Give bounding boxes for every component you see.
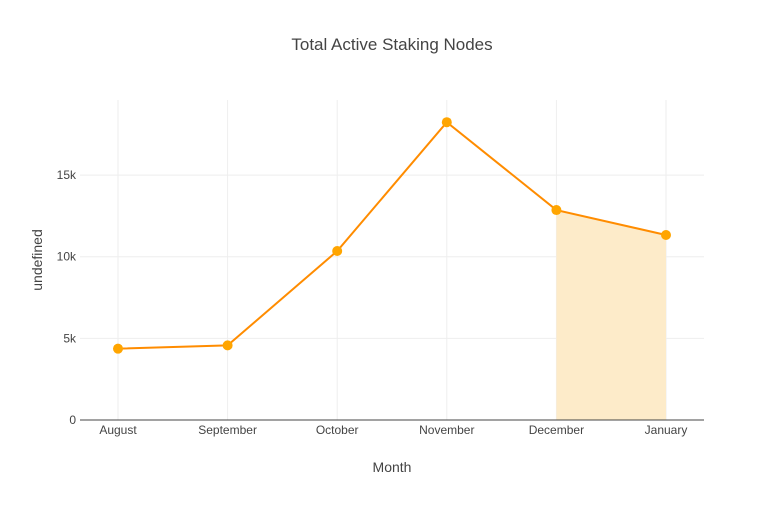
x-tick-label: August [99,423,137,437]
data-point [113,343,123,354]
data-point [661,230,671,241]
x-axis-ticks: August September October November December Ja… [99,423,687,437]
x-axis-label: Month [373,459,412,475]
y-axis-label: undefined [29,229,45,291]
data-point [332,246,343,257]
y-axis-ticks: 0 5k 10k 15k [57,168,77,427]
series-line [117,120,667,350]
shaded-area [556,210,666,420]
shaded-region [556,210,666,420]
data-point [441,117,452,128]
series [113,117,671,354]
chart-title: Total Active Staking Nodes [291,35,492,54]
x-tick-label: October [316,423,359,437]
data-point [222,340,233,351]
y-tick-label: 5k [63,331,77,345]
x-tick-label: November [419,423,474,437]
data-point [551,205,562,216]
x-tick-label: January [645,423,688,437]
x-tick-label: September [198,423,257,437]
x-tick-label: December [529,423,584,437]
y-tick-label: 10k [57,250,77,264]
y-tick-label: 15k [57,168,77,182]
y-tick-label: 0 [69,413,76,427]
